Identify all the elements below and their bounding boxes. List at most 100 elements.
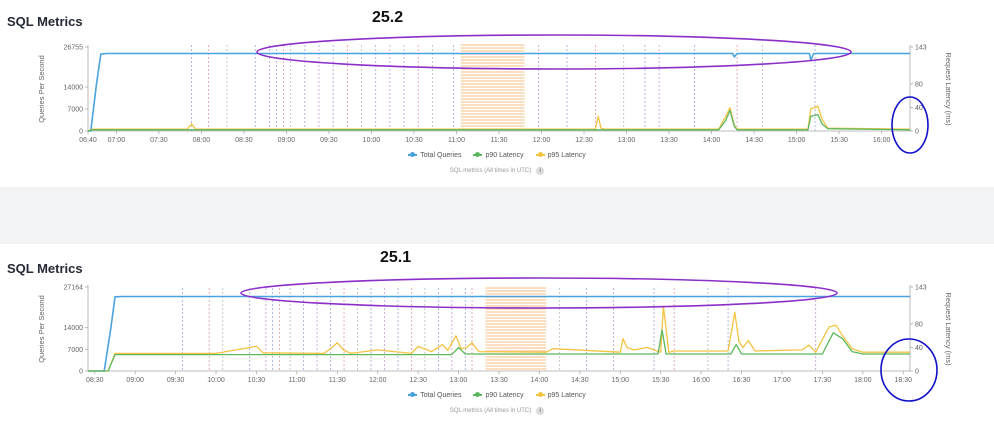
x-tick-label: 17:30 bbox=[814, 377, 832, 384]
legend-item-total-queries[interactable]: Total Queries bbox=[408, 392, 462, 399]
y-tick-label: 0 bbox=[79, 369, 83, 376]
sql-metrics-chart-top: 0 7000 14000 26755 0 40 80 143 06:40 07:00 07:30 08… bbox=[37, 34, 953, 154]
x-tick-label: 12:00 bbox=[533, 137, 551, 144]
x-tick-label: 10:00 bbox=[207, 377, 225, 384]
series-p95-latency bbox=[87, 105, 911, 132]
x-tick-label: 13:30 bbox=[490, 377, 508, 384]
x-tick-label: 14:00 bbox=[531, 377, 549, 384]
y2-tick-label: 80 bbox=[915, 322, 923, 329]
x-tick-label: 11:00 bbox=[448, 137, 465, 144]
x-tick-label: 15:30 bbox=[830, 137, 848, 144]
y2-tick-label: 143 bbox=[915, 45, 927, 52]
legend-label: p90 Latency bbox=[485, 392, 524, 399]
y-tick-label: 0 bbox=[79, 129, 83, 136]
x-tick-label: 11:30 bbox=[491, 137, 508, 144]
y2-tick-label: 0 bbox=[915, 129, 919, 136]
highlight-ellipse bbox=[240, 277, 838, 309]
legend-item-total-queries[interactable]: Total Queries bbox=[408, 152, 462, 159]
x-tick-label: 12:30 bbox=[409, 377, 427, 384]
series-p95-latency bbox=[88, 305, 910, 372]
shaded-range bbox=[485, 287, 547, 370]
legend-item-p95-latency[interactable]: p95 Latency bbox=[535, 392, 586, 399]
y-axis-label: Queries Per Second bbox=[37, 55, 46, 123]
sql-metrics-panel-bottom: SQL Metrics 25.1 0 7000 14000 27164 0 40 80 143… bbox=[0, 244, 994, 435]
y2-tick-label: 80 bbox=[915, 82, 923, 89]
y2-axis-label: Request Latency (ms) bbox=[944, 292, 953, 366]
x-tick-label: 11:30 bbox=[329, 377, 346, 384]
panel-title: SQL Metrics bbox=[7, 261, 83, 276]
x-tick-label: 10:30 bbox=[405, 137, 423, 144]
y-tick-label: 26755 bbox=[64, 45, 84, 52]
y2-axis-label: Request Latency (ms) bbox=[944, 52, 953, 126]
chart-legend: Total Queries p90 Latency p95 Latency bbox=[0, 392, 994, 399]
y2-tick-label: 0 bbox=[915, 369, 919, 376]
chart-legend: Total Queries p90 Latency p95 Latency bbox=[0, 152, 994, 159]
legend-label: p95 Latency bbox=[547, 152, 586, 159]
x-tick-label: 11:00 bbox=[288, 377, 305, 384]
legend-item-p95-latency[interactable]: p95 Latency bbox=[535, 152, 586, 159]
x-tick-label: 07:00 bbox=[108, 137, 126, 144]
x-tick-label: 08:00 bbox=[193, 137, 211, 144]
footnote-text: SQL metrics (All times in UTC) bbox=[449, 168, 532, 174]
x-tick-label: 18:30 bbox=[894, 377, 912, 384]
y-tick-label: 27164 bbox=[64, 285, 84, 292]
x-tick-label: 13:00 bbox=[618, 137, 636, 144]
x-tick-label: 07:30 bbox=[150, 137, 168, 144]
legend-label: Total Queries bbox=[420, 392, 462, 399]
x-tick-label: 09:30 bbox=[320, 137, 338, 144]
y-tick-label: 7000 bbox=[67, 107, 83, 114]
x-tick-label: 09:00 bbox=[278, 137, 296, 144]
x-tick-label: 16:30 bbox=[733, 377, 751, 384]
x-tick-label: 06:40 bbox=[79, 137, 97, 144]
info-icon[interactable]: i bbox=[536, 407, 545, 415]
x-tick-label: 10:30 bbox=[248, 377, 266, 384]
x-tick-label: 09:30 bbox=[167, 377, 185, 384]
panel-title: SQL Metrics bbox=[7, 14, 83, 29]
series-p90-latency bbox=[87, 109, 911, 132]
chart-footnote: SQL metrics (All times in UTC) i bbox=[0, 167, 994, 175]
version-label: 25.1 bbox=[380, 249, 412, 266]
info-icon[interactable]: i bbox=[536, 167, 545, 175]
sql-metrics-panel-top: SQL Metrics 25.2 0 7000 14000 26755 0 40 80 143… bbox=[0, 0, 994, 187]
x-tick-label: 17:00 bbox=[773, 377, 791, 384]
y-axis-label: Queries Per Second bbox=[37, 295, 46, 363]
series-p90-latency bbox=[88, 329, 910, 372]
y-tick-label: 14000 bbox=[64, 85, 84, 92]
legend-label: p90 Latency bbox=[485, 152, 524, 159]
footnote-text: SQL metrics (All times in UTC) bbox=[449, 408, 532, 414]
x-tick-label: 12:00 bbox=[369, 377, 387, 384]
x-tick-label: 14:30 bbox=[571, 377, 589, 384]
y-tick-label: 7000 bbox=[67, 347, 83, 354]
x-tick-label: 16:00 bbox=[873, 137, 891, 144]
highlight-ellipse bbox=[256, 34, 852, 70]
x-tick-label: 14:00 bbox=[703, 137, 721, 144]
x-tick-label: 08:30 bbox=[86, 377, 104, 384]
version-label: 25.2 bbox=[372, 9, 404, 26]
x-tick-label: 18:00 bbox=[854, 377, 872, 384]
x-tick-label: 13:30 bbox=[660, 137, 678, 144]
legend-label: p95 Latency bbox=[547, 392, 586, 399]
y-tick-label: 14000 bbox=[64, 325, 84, 332]
x-tick-label: 09:00 bbox=[126, 377, 144, 384]
chart-footnote: SQL metrics (All times in UTC) i bbox=[0, 407, 994, 415]
x-tick-label: 13:00 bbox=[450, 377, 468, 384]
legend-item-p90-latency[interactable]: p90 Latency bbox=[473, 392, 524, 399]
annotation-circle bbox=[891, 96, 929, 154]
shaded-range bbox=[460, 44, 525, 130]
x-tick-label: 15:00 bbox=[612, 377, 630, 384]
x-tick-label: 12:30 bbox=[575, 137, 593, 144]
y2-tick-label: 143 bbox=[915, 285, 927, 292]
legend-label: Total Queries bbox=[420, 152, 462, 159]
x-tick-label: 14:30 bbox=[745, 137, 763, 144]
y2-tick-label: 40 bbox=[915, 345, 923, 352]
x-tick-label: 10:00 bbox=[363, 137, 381, 144]
y2-tick-label: 40 bbox=[915, 105, 923, 112]
legend-item-p90-latency[interactable]: p90 Latency bbox=[473, 152, 524, 159]
series-total-queries bbox=[88, 52, 910, 132]
sql-metrics-chart-bottom: 0 7000 14000 27164 0 40 80 143 08:30 09:00 09:30 10… bbox=[37, 277, 953, 402]
x-tick-label: 08:30 bbox=[235, 137, 253, 144]
annotation-circle bbox=[880, 338, 938, 402]
x-tick-label: 15:00 bbox=[788, 137, 806, 144]
x-tick-label: 16:00 bbox=[692, 377, 710, 384]
x-tick-label: 15:30 bbox=[652, 377, 670, 384]
